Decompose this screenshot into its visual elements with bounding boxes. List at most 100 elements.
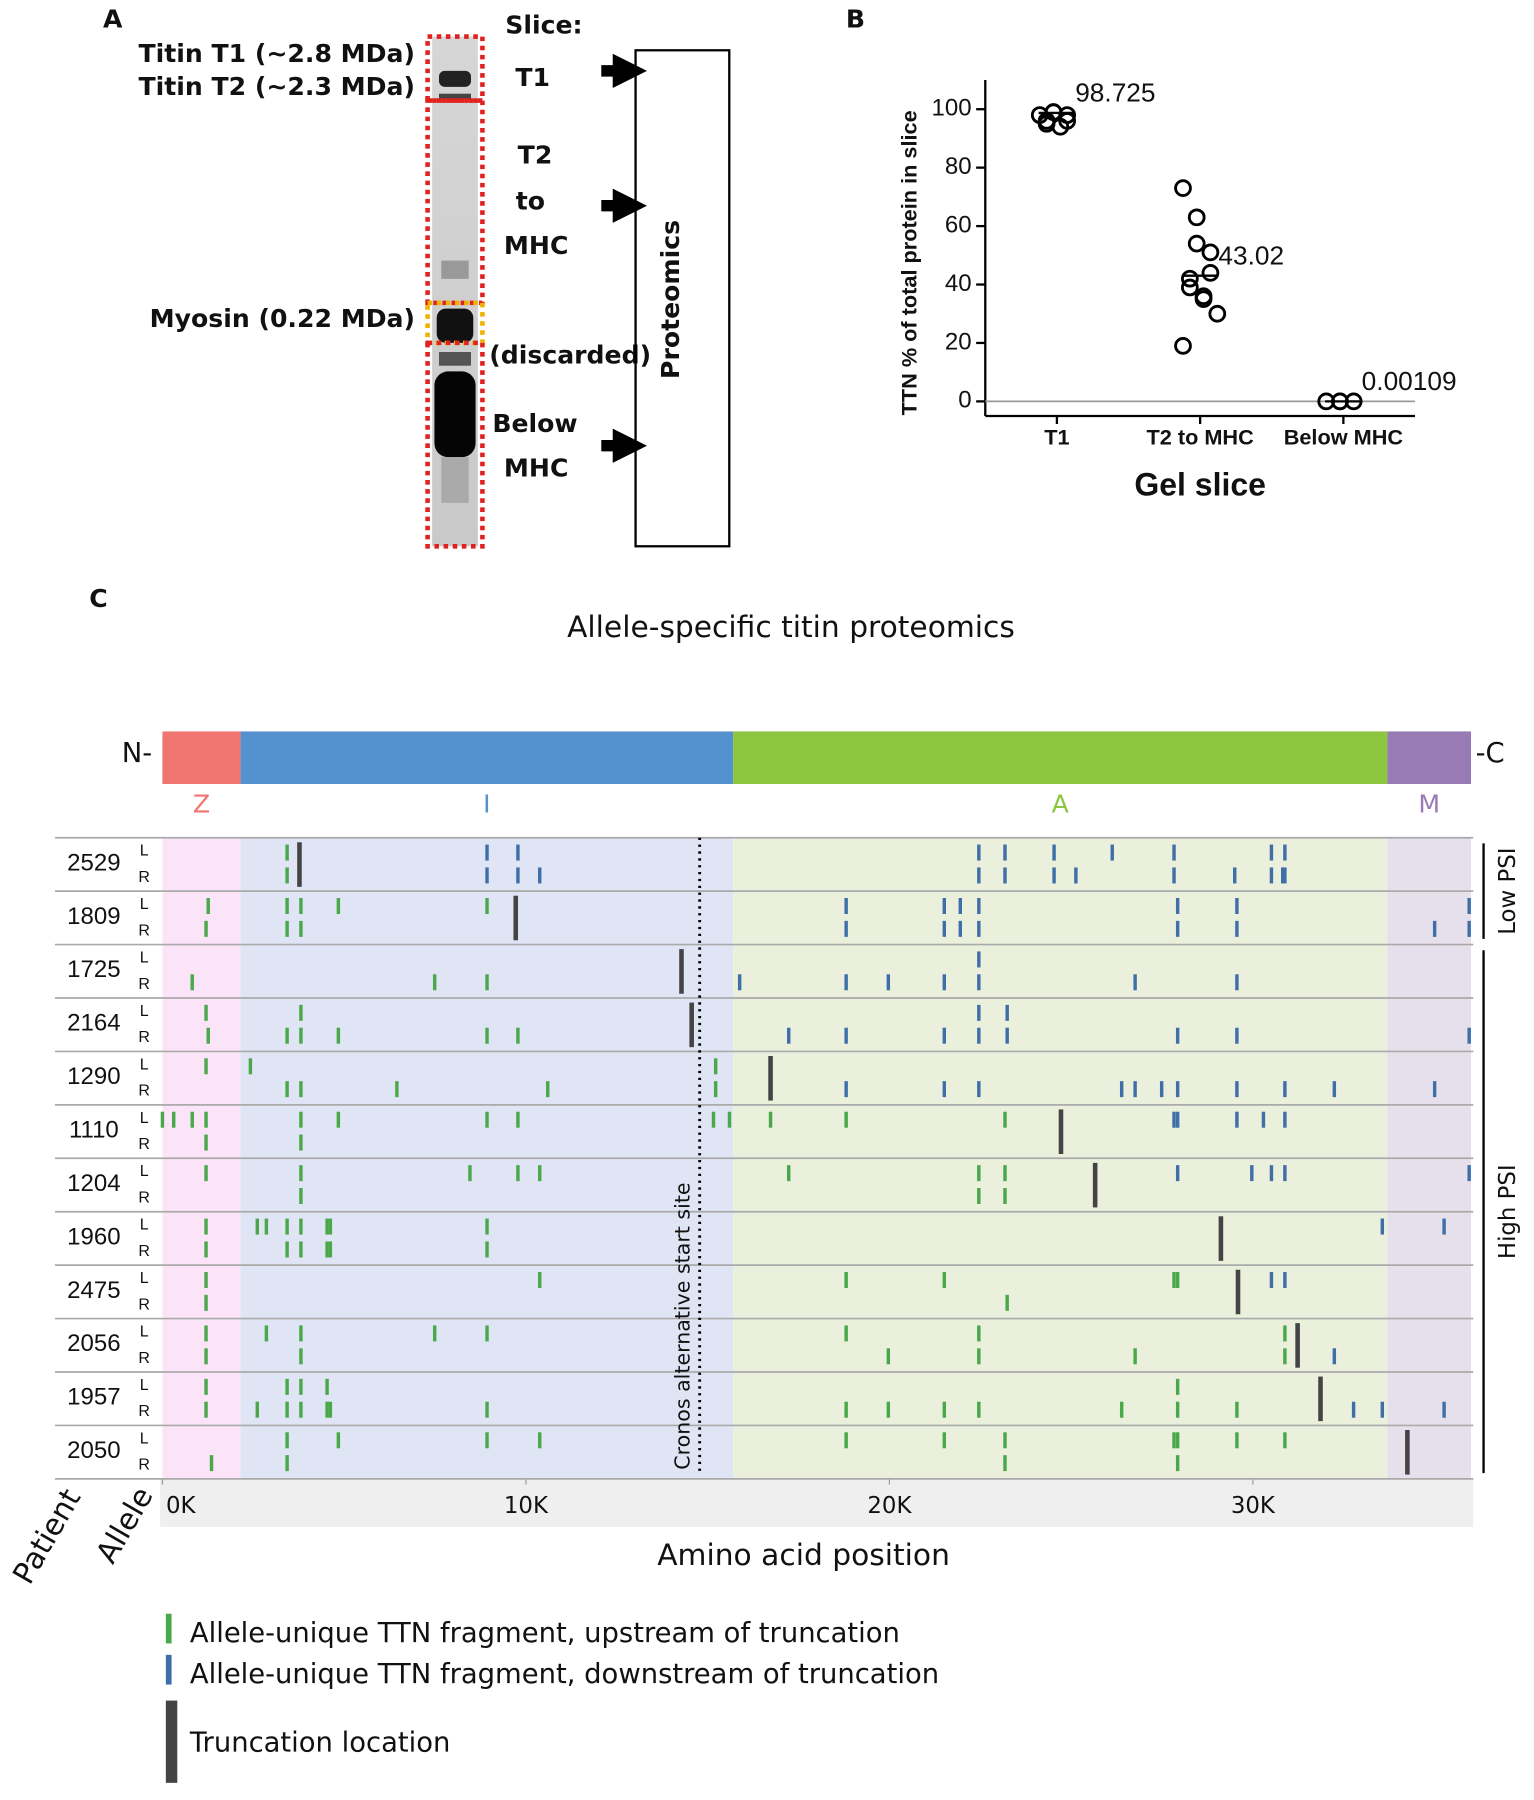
- x-tick-label: T2 to MHC: [1146, 425, 1254, 450]
- allele-name: R: [138, 1243, 150, 1260]
- allele-name: R: [138, 1083, 150, 1100]
- data-point: [1201, 243, 1220, 262]
- x-tick-label: Below MHC: [1284, 425, 1404, 450]
- legend-label: Allele-unique TTN fragment, downstream o…: [190, 1659, 939, 1690]
- truncation: [1092, 1162, 1098, 1208]
- domain-bar: [162, 731, 241, 784]
- allele-name: R: [138, 869, 150, 886]
- patient-id: 2475: [67, 1277, 120, 1304]
- domain-label: Z: [193, 790, 210, 819]
- allele-label: Allele: [89, 1481, 160, 1569]
- data-point: [1174, 337, 1192, 355]
- x-tick-label: T1: [1044, 425, 1069, 450]
- allele-name: L: [140, 950, 149, 967]
- panel-b: B TTN % of total protein in slice Gel sl…: [846, 5, 1457, 503]
- slice-box: [425, 340, 485, 549]
- allele-name: L: [140, 1377, 149, 1394]
- gel-band: [436, 308, 474, 343]
- data-point: [1187, 208, 1206, 227]
- gel-band: [439, 352, 471, 366]
- gel-band: [441, 260, 469, 279]
- allele-name: R: [138, 1350, 150, 1367]
- axis-band: [160, 1478, 1474, 1527]
- truncation: [513, 895, 519, 941]
- data-point: [1180, 269, 1199, 288]
- band-label: Titin T1 (~2.8 MDa): [139, 39, 415, 68]
- domain-bar: [1387, 731, 1471, 784]
- allele-name: L: [140, 1430, 149, 1447]
- data-point: [1208, 304, 1227, 323]
- slice-label: to: [516, 186, 545, 215]
- allele-name: L: [140, 843, 149, 860]
- allele-name: L: [140, 1110, 149, 1127]
- truncation: [1058, 1109, 1064, 1154]
- allele-name: L: [140, 1056, 149, 1073]
- y-axis-title: TTN % of total protein in slice: [897, 110, 922, 415]
- data-point: [1180, 278, 1199, 297]
- patient-id: 1809: [67, 903, 120, 930]
- slice-label: MHC: [504, 231, 568, 260]
- allele-name: L: [140, 1217, 149, 1234]
- arrow: [601, 428, 647, 463]
- allele-name: R: [138, 1403, 150, 1420]
- patient-id: 2056: [67, 1330, 120, 1357]
- legend-swatch: [165, 1700, 178, 1783]
- band-label: Titin T2 (~2.3 MDa): [139, 72, 415, 101]
- panel-letter: B: [846, 5, 865, 34]
- legend-label: Allele-unique TTN fragment, upstream of …: [190, 1618, 900, 1649]
- chart-title: Allele-specific titin proteomics: [567, 610, 1015, 645]
- median-label: 98.725: [1075, 78, 1155, 108]
- patient-id: 2529: [67, 849, 120, 876]
- domain-bar: [240, 731, 734, 784]
- slice-label: (discarded): [489, 341, 651, 370]
- truncation: [1405, 1430, 1410, 1475]
- allele-name: R: [138, 1136, 150, 1153]
- median-label: 43.02: [1218, 240, 1284, 270]
- allele-name: R: [138, 922, 150, 939]
- patient-id: 1957: [67, 1384, 120, 1411]
- allele-name: L: [140, 1324, 149, 1341]
- x-axis-title: Gel slice: [1134, 466, 1266, 502]
- x-tick-label: 0K: [166, 1493, 197, 1519]
- truncation: [297, 842, 302, 887]
- truncation: [689, 1002, 694, 1048]
- patient-label: Patient: [6, 1483, 88, 1590]
- slice-label: Below: [492, 409, 577, 438]
- allele-name: R: [138, 1296, 150, 1313]
- legend-swatch: [165, 1613, 172, 1644]
- data-point: [1194, 287, 1213, 306]
- patient-id: 2050: [67, 1437, 120, 1464]
- y-tick-label: 20: [945, 328, 972, 355]
- y-tick-label: 40: [945, 270, 972, 297]
- y-tick-label: 60: [945, 211, 972, 238]
- x-axis-title: Amino acid position: [657, 1538, 950, 1573]
- patient-id: 1960: [67, 1223, 120, 1250]
- truncation: [1318, 1376, 1323, 1422]
- patient-id: 1110: [69, 1116, 119, 1143]
- domain-label: A: [1052, 790, 1069, 819]
- panel-c: C Allele-specific titin proteomics Amino…: [6, 584, 1521, 1783]
- group-label: High PSI: [1495, 1164, 1521, 1259]
- slice-label: T1: [515, 63, 550, 92]
- median-label: 0.00109: [1362, 366, 1457, 396]
- arrow: [601, 188, 647, 223]
- proteomics-box: [634, 49, 731, 548]
- c-terminus: -C: [1476, 738, 1505, 769]
- gel-band: [441, 457, 469, 503]
- truncation: [1235, 1269, 1241, 1315]
- domain-label: M: [1418, 790, 1440, 819]
- data-point: [1201, 263, 1220, 282]
- data-point: [1051, 117, 1070, 136]
- truncation: [768, 1056, 773, 1101]
- y-tick-label: 0: [958, 387, 971, 414]
- legend-label: Truncation location: [189, 1728, 451, 1759]
- allele-name: L: [140, 1163, 149, 1180]
- panel-letter: A: [103, 5, 123, 34]
- panel-a: A Titin T1 (~2.8 MDa) Titin T2 (~2.3 MDa…: [103, 5, 731, 549]
- allele-name: R: [138, 1457, 150, 1474]
- truncation: [679, 949, 684, 994]
- group-label: Low PSI: [1495, 848, 1521, 935]
- gel-band: [434, 371, 476, 458]
- domain-bar: [733, 731, 1388, 784]
